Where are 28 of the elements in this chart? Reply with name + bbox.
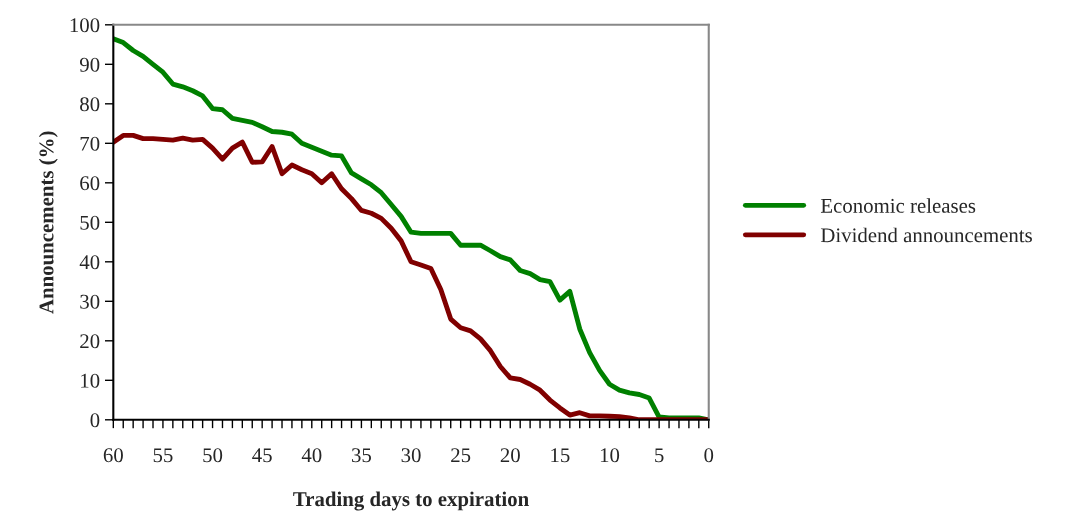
x-tick-label: 25: [451, 448, 471, 463]
y-tick-label: 90: [79, 57, 100, 72]
x-tick-label: 0: [704, 448, 714, 463]
x-axis-title: Trading days to expiration: [293, 491, 529, 511]
x-tick-label: 20: [500, 448, 520, 463]
x-tick-label: 10: [600, 448, 620, 463]
x-tick-label: 55: [153, 448, 173, 463]
y-tick-label: 20: [80, 334, 100, 349]
x-tick-label: 5: [655, 448, 664, 463]
y-tick-label: 30: [80, 294, 100, 309]
y-tick-label: 80: [80, 97, 100, 112]
legend-label: Dividend announcements: [820, 227, 1032, 243]
y-tick-label: 60: [80, 176, 100, 191]
y-axis-title: Announcements (%): [38, 131, 58, 314]
x-tick-label: 50: [203, 448, 223, 463]
y-tick-label: 70: [80, 136, 100, 151]
x-tick-label: 40: [301, 448, 322, 463]
legend-label: Economic releases: [820, 198, 976, 213]
x-tick-label: 15: [551, 448, 570, 463]
y-tick-label: 100: [70, 18, 100, 33]
x-tick-label: 35: [351, 448, 372, 463]
y-tick-label: 40: [79, 255, 100, 270]
x-tick-label: 30: [401, 448, 421, 463]
y-tick-label: 10: [81, 373, 100, 388]
x-tick-label: 45: [252, 448, 272, 463]
y-tick-label: 0: [90, 413, 100, 428]
y-tick-label: 50: [80, 215, 100, 230]
x-tick-label: 60: [103, 448, 123, 463]
